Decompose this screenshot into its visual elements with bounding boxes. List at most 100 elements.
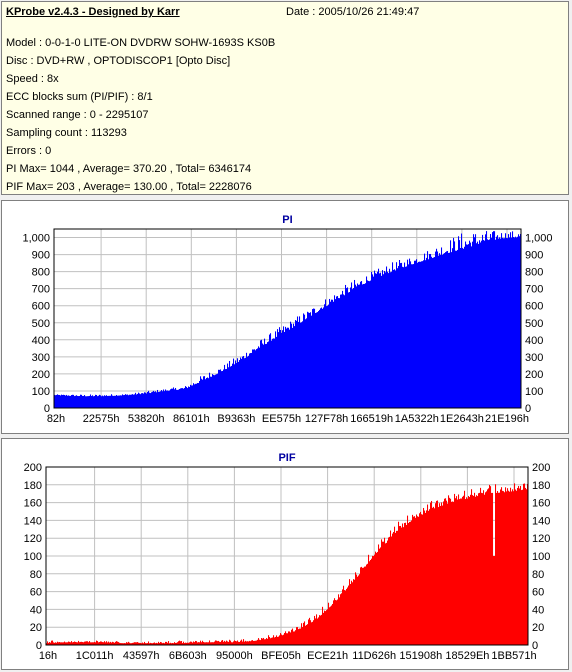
pi-xtick: 127F78h [305, 413, 348, 425]
pi-bar [232, 363, 234, 408]
pi-bar [431, 256, 433, 408]
pif-bar [222, 640, 224, 645]
pif-bar [490, 486, 492, 645]
pi-bar [474, 237, 476, 408]
pi-bar [216, 374, 218, 408]
pif-bar [239, 641, 241, 645]
pif-bar [483, 490, 485, 645]
pi-bar [400, 263, 402, 408]
pi-bar [516, 237, 518, 408]
pif-bar [383, 541, 385, 645]
pi-bar [328, 304, 330, 408]
pi-bar [125, 394, 127, 408]
pif-bar [475, 496, 477, 645]
pi-bar [126, 394, 128, 408]
pif-bar [343, 585, 345, 645]
pi-xtick: 1E2643h [440, 413, 484, 425]
pi-bar [163, 389, 165, 408]
pi-bar [319, 309, 321, 408]
pi-bar [351, 282, 353, 408]
pi-bar [170, 389, 172, 408]
pi-bar [275, 331, 277, 408]
pif-bar [471, 489, 473, 645]
pif-bar [273, 635, 275, 645]
pif-bar [336, 600, 338, 645]
pi-bar [286, 328, 288, 408]
pi-bar [481, 240, 483, 408]
pif-bar [208, 642, 210, 645]
pi-xtick: 53820h [128, 413, 165, 425]
pi-bar [410, 261, 412, 408]
pi-bar [464, 246, 466, 408]
pi-bar [352, 289, 354, 408]
pif-bar [121, 643, 123, 645]
pi-bar [336, 296, 338, 408]
pi-bar [350, 287, 352, 408]
pif-bar [65, 642, 67, 645]
pif-bar [213, 642, 215, 645]
pif-bar [132, 642, 134, 645]
pi-bar [192, 385, 194, 408]
pi-bar [392, 262, 394, 408]
pif-bar [216, 640, 218, 645]
pi-bar [408, 264, 410, 408]
info-errors: Errors : 0 [6, 145, 52, 157]
pi-bar [234, 364, 236, 408]
pi-bar [118, 395, 120, 408]
pif-bar [292, 628, 294, 645]
pif-bar [194, 642, 196, 645]
pi-bar [190, 384, 192, 408]
pif-xtick: 1C011h [76, 650, 114, 662]
pif-bar [502, 490, 504, 645]
pi-bar [186, 386, 188, 408]
pif-bar [328, 602, 330, 645]
pif-bar [62, 642, 64, 645]
pif-bar [352, 582, 354, 645]
pif-bar [456, 496, 458, 645]
pi-bar [415, 260, 417, 408]
pif-bar [261, 638, 263, 645]
pif-bar [91, 642, 93, 645]
pi-bar [224, 364, 226, 408]
pi-bar [122, 394, 124, 408]
pif-bar [337, 599, 339, 645]
pif-xtick: 151908h [399, 650, 442, 662]
pif-bar [205, 642, 207, 645]
pif-bar [282, 635, 284, 645]
pif-bar [325, 611, 327, 645]
pif-ytick-right: 100 [532, 551, 550, 563]
pi-bar [470, 242, 472, 408]
pi-bar [402, 266, 404, 408]
pif-bar [348, 585, 350, 645]
pif-bar [130, 643, 132, 645]
pi-bar [379, 273, 381, 408]
pi-bar [403, 267, 405, 408]
pif-bar [440, 505, 442, 645]
pi-bar [288, 327, 290, 408]
pif-bar [53, 642, 55, 645]
pi-series [54, 231, 522, 408]
info-ecc: ECC blocks sum (PI/PIF) : 8/1 [6, 91, 153, 103]
pif-bar [83, 642, 85, 645]
pif-bar [253, 640, 255, 645]
pif-bar [183, 641, 185, 645]
pif-bar [234, 640, 236, 645]
pif-bar [428, 510, 430, 645]
pi-bar [92, 395, 94, 408]
pif-bar [480, 487, 482, 645]
pi-bar [304, 314, 306, 408]
pi-bar [140, 394, 142, 408]
pif-bar [301, 623, 303, 645]
pif-bar [443, 501, 445, 645]
pi-bar [241, 358, 243, 408]
pif-bar [426, 510, 428, 645]
pif-bar [246, 641, 248, 645]
pi-bar [342, 290, 344, 408]
pi-bar [473, 234, 475, 408]
pi-bar [105, 395, 107, 408]
pi-bar [258, 346, 260, 408]
pif-bar [54, 642, 56, 645]
pi-bar [512, 231, 514, 408]
pif-bar [513, 491, 515, 645]
pif-bar [55, 642, 57, 645]
